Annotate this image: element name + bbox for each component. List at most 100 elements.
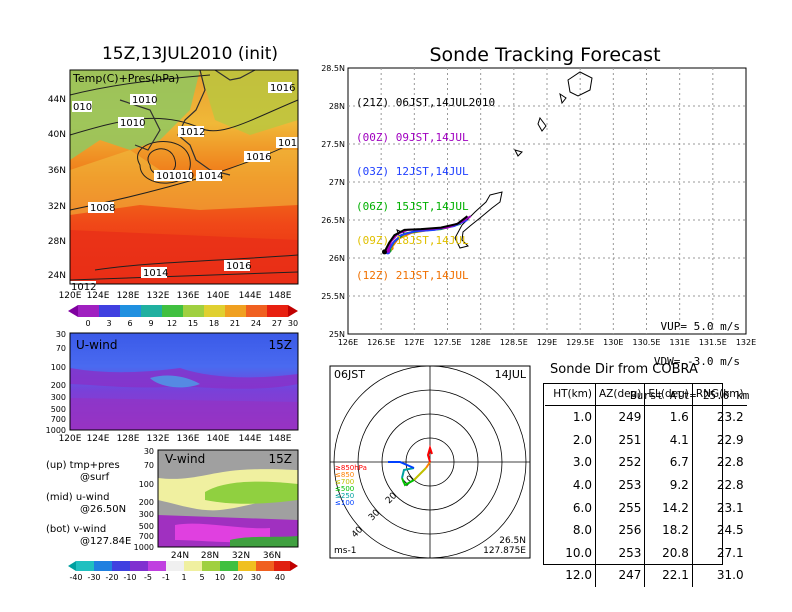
svg-text:120E: 120E [59,291,82,301]
isobar-label: 1012 [71,282,96,293]
svg-text:500: 500 [139,522,154,531]
svg-text:136E: 136E [177,434,200,444]
svg-text:36N: 36N [263,551,281,561]
hodograph-unit: ms-1 [334,546,356,556]
v-wind-x-labels: 24N 28N 32N 36N [171,551,281,561]
x-tick-label: 126.5E [367,338,395,347]
isobar-label: 1010 [132,95,157,106]
svg-text:44N: 44N [48,95,66,105]
x-tick-label: 128E [471,338,491,347]
x-tick-label: 126E [338,338,358,347]
x-tick-label: 131.5E [699,338,727,347]
svg-text:1: 1 [181,573,186,582]
x-tick-label: 131E [670,338,690,347]
x-tick-label: 129E [537,338,557,347]
svg-text:≤700: ≤700 [335,478,354,486]
hodograph-time: 06JST [334,368,365,381]
u-wind-x-labels: 120E 124E 128E 132E 136E 140E 144E 148E [59,434,292,444]
y-tick-label: 26.5N [321,216,345,225]
x-tick-label: 130.5E [633,338,661,347]
svg-text:24N: 24N [48,271,66,281]
svg-text:5: 5 [199,573,204,582]
svg-text:≤500: ≤500 [335,485,354,493]
track-lines [381,215,472,255]
x-tick-label: 127E [404,338,424,347]
y-tick-label: 27N [329,178,345,187]
note-up-2: @surf [80,472,110,483]
surface-temp-map: 1016 010 1010 1010 1012 101 1016 1014 10… [48,69,299,328]
y-tick-label: 25.5N [321,292,345,301]
svg-text:100: 100 [139,480,154,489]
y-tick-label: 27.5N [321,140,345,149]
table-row: 6.0 255 14.2 23.1 [545,496,747,519]
svg-text:3: 3 [106,319,111,328]
table-row: 10.0 253 20.8 27.1 [545,541,747,565]
table-row: 12.0 247 22.1 31.0 [545,564,747,587]
header-az: AZ(deg) [595,383,646,406]
isobar-label: 101 [278,138,297,149]
table-row: 8.0 256 18.2 24.5 [545,518,747,542]
svg-text:40: 40 [275,573,285,582]
isobar-label: 1014 [143,268,168,279]
isobar-label: 1014 [198,171,223,182]
track-axis-labels: 126E 126.5E 127E 127.5E 128E 128.5E 129E 129.5E… [321,64,756,347]
svg-text:136E: 136E [177,291,200,301]
track-legend-item-21z: (21Z) 06JST,14JUL2010 [356,96,496,109]
u-wind-label: U-wind [76,338,117,352]
y-tick-label: 25N [329,330,345,339]
svg-text:-20: -20 [105,573,118,582]
x-tick-label: 130E [603,338,623,347]
svg-text:12: 12 [167,319,177,328]
svg-text:132E: 132E [147,291,170,301]
note-mid-2: @26.50N [80,504,126,515]
svg-text:140E: 140E [207,291,230,301]
note-mid-1: (mid) u-wind [46,492,109,503]
isobar-label: 1016 [270,83,295,94]
temp-colorbar [68,305,298,317]
track-series-line [386,219,468,253]
v-wind-panel: V-wind 15Z 30 70 100 200 300 500 700 100… [68,447,299,582]
svg-text:24N: 24N [171,551,189,561]
svg-text:36N: 36N [48,166,66,176]
svg-text:40N: 40N [48,130,66,140]
svg-text:10: 10 [215,573,225,582]
svg-text:70: 70 [144,461,154,470]
svg-text:27: 27 [272,319,282,328]
surface-lat-labels: 44N 40N 36N 32N 28N 24N [48,95,66,281]
x-tick-label: 129.5E [566,338,594,347]
svg-text:1000: 1000 [134,543,154,552]
svg-text:-5: -5 [144,573,152,582]
isobar-label: 010 [73,102,92,113]
svg-text:128E: 128E [117,291,140,301]
svg-text:148E: 148E [269,291,292,301]
svg-text:200: 200 [139,498,154,507]
x-tick-label: 128.5E [500,338,528,347]
surface-map-label: Temp(C)+Pres(hPa) [72,72,179,85]
svg-text:70: 70 [56,344,66,353]
table-row: 3.0 252 6.7 22.8 [545,451,747,474]
svg-text:30: 30 [288,319,298,328]
note-bot-1: (bot) v-wind [46,524,106,535]
svg-text:500: 500 [51,405,66,414]
vup-value: VUP= 5.0 m/s [660,320,740,333]
isobar-labels: 1016 010 1010 1010 1012 101 1016 1014 10… [70,82,298,293]
y-tick-label: 28.5N [321,64,345,73]
svg-text:124E: 124E [87,291,110,301]
header-el: EL(deg) [644,383,693,406]
svg-text:300: 300 [139,510,154,519]
svg-text:≥850hPa: ≥850hPa [335,464,367,472]
header-ht: HT(km) [545,383,596,406]
table-row: 4.0 253 9.2 22.8 [545,473,747,497]
table-row: 1.0 249 1.6 23.2 [545,405,747,429]
note-up-1: (up) tmp+pres [46,460,120,471]
svg-text:30: 30 [251,573,261,582]
hodograph-date: 14JUL [495,368,527,381]
svg-text:30: 30 [56,330,66,339]
svg-text:148E: 148E [269,434,292,444]
u-wind-y-labels: 30 70 100 200 300 500 700 1000 [46,330,66,435]
surface-lon-labels: 120E 124E 128E 132E 136E 140E 144E 148E [59,291,292,301]
svg-text:28N: 28N [48,237,66,247]
isobar-label: 1010 [120,118,145,129]
svg-text:700: 700 [139,532,154,541]
